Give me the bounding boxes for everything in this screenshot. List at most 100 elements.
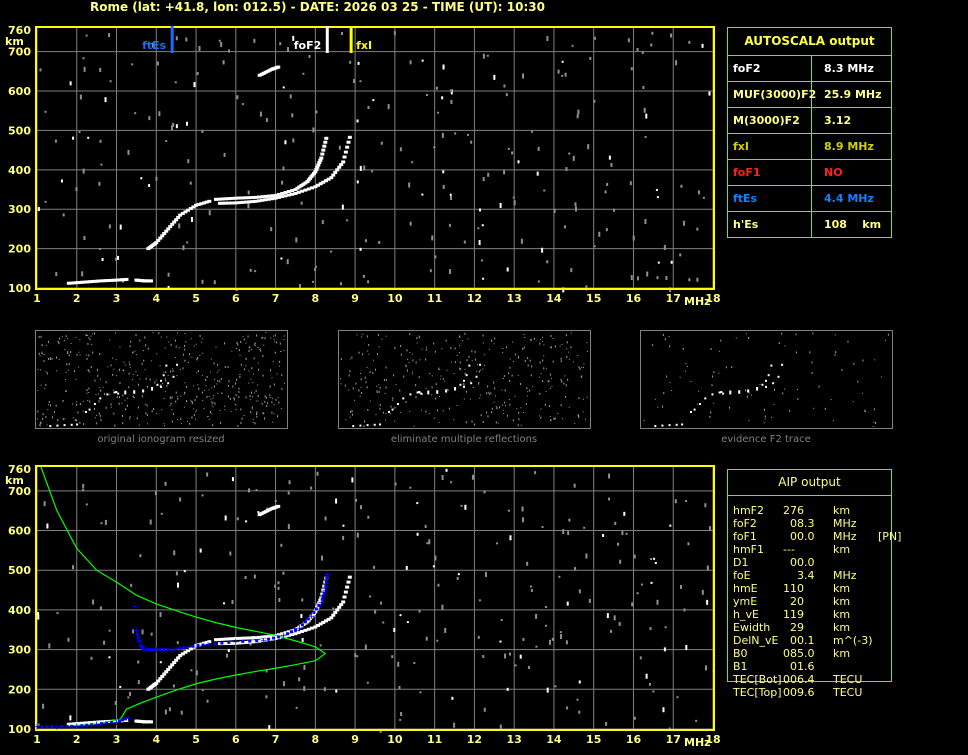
noise-dot (44, 200, 47, 203)
noise-dot (279, 360, 281, 363)
noise-dot (578, 366, 580, 369)
aip-cell: TECU (833, 673, 863, 686)
noise-dot (372, 99, 375, 102)
noise-dot (227, 649, 230, 653)
noise-dot (312, 280, 315, 283)
noise-dot (702, 196, 705, 199)
trace-point (154, 241, 159, 245)
noise-dot (608, 155, 611, 160)
noise-dot (400, 344, 402, 347)
noise-dot (75, 187, 78, 192)
noise-dot (679, 253, 682, 257)
noise-dot (292, 138, 295, 143)
noise-dot (685, 499, 688, 502)
marker-label: foF2 (294, 39, 322, 52)
noise-dot (240, 363, 242, 366)
noise-dot (171, 125, 174, 131)
trace-point (729, 392, 732, 395)
fitted-point: + (93, 720, 101, 730)
noise-dot (114, 700, 117, 705)
noise-dot (576, 114, 579, 119)
x-tick-label: 4 (152, 733, 160, 746)
noise-dot (201, 391, 203, 394)
trace-point (250, 196, 255, 200)
noise-dot (191, 401, 193, 403)
noise-dot (445, 339, 447, 342)
noise-dot (621, 531, 624, 536)
trace-point (309, 615, 314, 619)
noise-dot (464, 372, 466, 375)
noise-dot (264, 417, 266, 420)
trace-point (756, 388, 759, 391)
noise-dot (175, 357, 177, 359)
noise-dot (796, 389, 798, 391)
noise-dot (359, 395, 361, 397)
noise-dot (146, 385, 148, 388)
fitted-point: + (260, 636, 268, 646)
trace-point (240, 636, 245, 640)
noise-dot (272, 335, 274, 337)
noise-dot (605, 721, 608, 726)
noise-dot (139, 340, 141, 342)
trace-point (253, 199, 258, 203)
noise-dot (99, 139, 102, 143)
fitted-point: + (125, 714, 133, 724)
noise-dot (138, 424, 140, 426)
noise-dot (706, 565, 709, 571)
noise-dot (409, 60, 412, 65)
noise-dot (381, 338, 383, 340)
noise-dot (87, 399, 89, 401)
noise-dot (471, 360, 473, 362)
trace-point (101, 720, 106, 724)
trace-point (333, 170, 338, 174)
trace-point (346, 140, 351, 144)
noise-dot (214, 402, 216, 405)
trace-point (463, 379, 465, 382)
noise-dot (37, 410, 39, 413)
noise-dot (143, 359, 145, 362)
noise-dot (853, 362, 855, 365)
trace-point (314, 167, 319, 171)
noise-dot (593, 99, 596, 103)
thumbnail-3 (640, 330, 893, 429)
fitted-point (314, 607, 318, 611)
param-name: MUF(3000)F2 (728, 82, 816, 107)
noise-dot (656, 196, 659, 199)
noise-dot (560, 634, 563, 640)
noise-dot (195, 409, 197, 411)
noise-dot (711, 384, 713, 387)
noise-dot (191, 401, 193, 404)
fitted-point (65, 724, 69, 728)
noise-dot (811, 361, 813, 364)
noise-dot (546, 687, 549, 693)
noise-dot (476, 370, 478, 372)
noise-dot (542, 359, 544, 362)
noise-dot (501, 389, 503, 391)
noise-dot (127, 397, 129, 399)
noise-dot (264, 395, 266, 398)
noise-dot (530, 588, 533, 592)
noise-dot (121, 402, 123, 404)
noise-dot (578, 589, 581, 594)
noise-dot (312, 127, 315, 133)
noise-dot (636, 48, 639, 52)
noise-dot (164, 347, 166, 349)
aip-row: h_vE 119 km (733, 608, 901, 621)
noise-dot (264, 337, 266, 340)
noise-dot (340, 358, 342, 361)
noise-dot (351, 477, 354, 483)
noise-dot (429, 372, 431, 374)
trace-point (77, 280, 82, 284)
noise-dot (99, 352, 101, 355)
thumbnail-caption: eliminate multiple reflections (390, 434, 538, 445)
noise-dot (450, 99, 453, 104)
noise-dot (493, 381, 495, 384)
noise-dot (483, 707, 486, 712)
noise-dot (237, 343, 239, 346)
noise-dot (543, 367, 545, 370)
thumbnail-1 (35, 330, 288, 429)
noise-dot (795, 333, 797, 336)
noise-dot (367, 350, 369, 352)
noise-dot (83, 66, 86, 72)
noise-dot (254, 422, 256, 425)
